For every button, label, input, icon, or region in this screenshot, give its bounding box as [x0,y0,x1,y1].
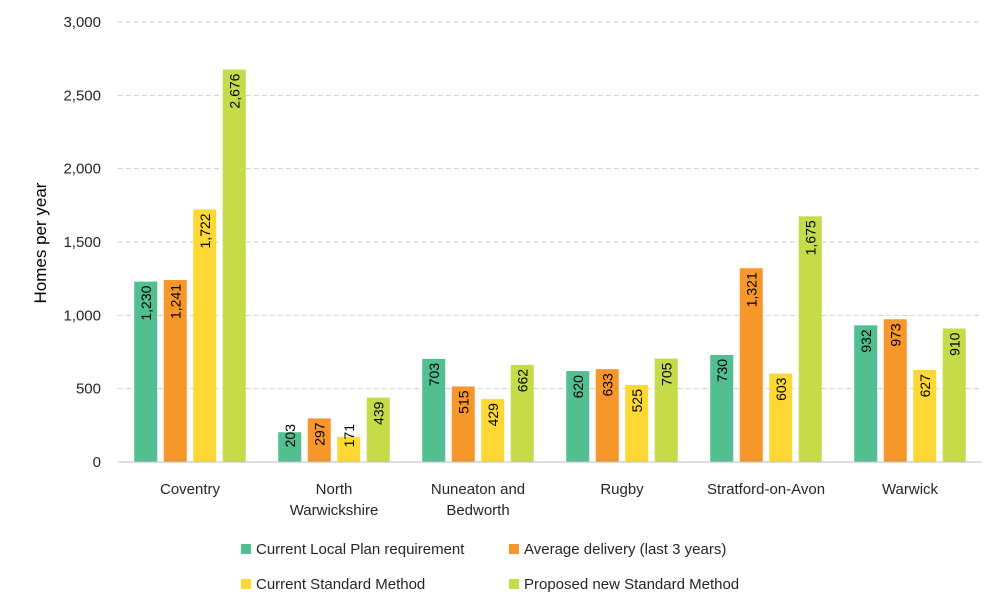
data-label: 1,241 [167,284,183,319]
y-tick-label: 0 [93,454,101,471]
bar [451,386,475,462]
bar [422,358,446,462]
data-label: 297 [311,422,327,446]
bar [163,279,187,462]
bar [710,354,734,462]
bar [566,371,590,462]
legend-swatch [241,544,251,554]
bar [798,216,822,462]
data-label: 620 [570,375,586,399]
bar [913,370,937,462]
y-tick-label: 2,500 [63,87,101,104]
data-label: 203 [282,424,298,448]
data-label: 627 [917,374,933,398]
category-label: Warwickshire [290,502,379,519]
data-label: 1,722 [197,213,213,248]
y-axis-label: Homes per year [31,182,50,303]
category-label: Stratford-on-Avon [707,481,825,498]
category-label: North [316,481,353,498]
legend-swatch [509,579,519,589]
data-label: 633 [599,373,615,397]
data-label: 1,675 [802,220,818,255]
bar [654,358,678,462]
data-label: 603 [773,377,789,401]
data-label: 705 [658,362,674,386]
bar [307,418,331,462]
bar [595,369,619,462]
bar [769,373,793,462]
data-label: 973 [887,323,903,347]
y-tick-label: 1,000 [63,307,101,324]
category-label: Warwick [882,481,939,498]
data-label: 515 [455,390,471,414]
data-label: 439 [370,401,386,425]
data-label: 525 [629,389,645,413]
category-label: Rugby [600,481,644,498]
data-label: 429 [485,403,501,427]
bar [625,385,649,462]
data-label: 730 [714,359,730,383]
bar [481,399,505,462]
y-tick-label: 2,000 [63,161,101,178]
gridlines [118,21,982,390]
data-label: 932 [858,329,874,353]
legend-label: Current Local Plan requirement [256,541,465,558]
data-label: 703 [426,363,442,387]
legend-label: Average delivery (last 3 years) [524,541,726,558]
y-tick-label: 3,000 [63,14,101,31]
bar [278,432,302,462]
legend-swatch [509,544,519,554]
bar [942,328,966,462]
x-axis-categories: Coventry North Warwickshire Nuneaton and Bed… [160,481,939,519]
category-label: Bedworth [446,502,509,519]
bar [222,69,246,463]
bar [883,319,907,462]
bar [510,364,534,462]
data-label: 1,230 [138,285,154,320]
y-axis-ticks: 0 500 1,000 1,500 2,000 2,500 3,000 [63,14,101,471]
category-label: Nuneaton and [431,481,525,498]
data-label: 1,321 [743,272,759,307]
category-label: Coventry [160,481,221,498]
legend-label: Proposed new Standard Method [524,576,739,593]
data-label: 662 [514,369,530,393]
data-label: 910 [946,332,962,356]
data-label: 171 [341,424,357,448]
bar [337,436,361,462]
bar [366,397,390,462]
bar [193,209,217,462]
legend-label: Current Standard Method [256,576,425,593]
bar [739,268,763,462]
legend: Current Local Plan requirement Average de… [241,541,739,593]
bars: 1,230 203 703 620 730 932 1,241 297 515 633 1,321 9… [134,69,966,463]
data-label: 2,676 [226,73,242,108]
y-tick-label: 500 [76,381,101,398]
bar [854,325,878,462]
bar [134,281,158,462]
y-tick-label: 1,500 [63,234,101,251]
legend-swatch [241,579,251,589]
